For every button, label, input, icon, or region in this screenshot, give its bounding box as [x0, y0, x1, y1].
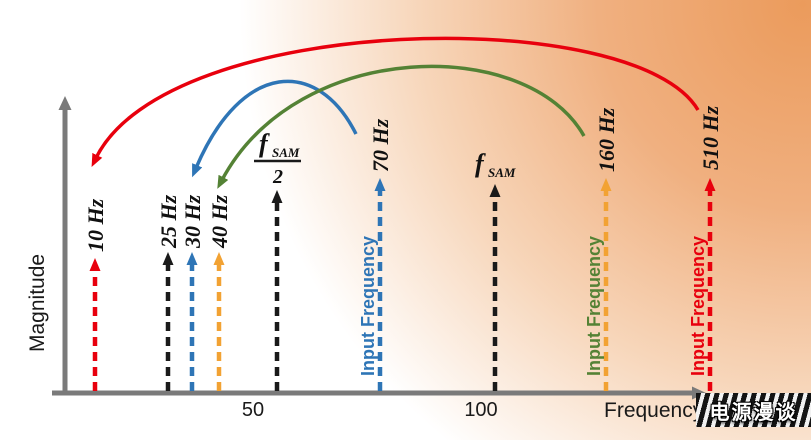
label-fsam-half-den: 2 — [272, 166, 283, 188]
input-frequency-label-510hz: Input Frequency — [688, 236, 708, 376]
x-axis-label: Frequency — [604, 399, 704, 422]
watermark-badge: 电源漫谈 — [696, 393, 811, 427]
label-70hz: 70 Hz — [368, 118, 393, 172]
watermark-text: 电源漫谈 — [709, 401, 798, 424]
alias-arc-70-to-30 — [192, 79, 358, 178]
input-frequency-label-160hz: Input Frequency — [584, 236, 604, 376]
label-fsam-half-sub: SAM — [272, 145, 300, 160]
label-30hz: 30 Hz — [180, 194, 205, 249]
y-axis-label: Magnitude — [26, 254, 49, 352]
label-160hz: 160 Hz — [594, 107, 619, 172]
label-25hz: 25 Hz — [156, 194, 181, 249]
label-fsam-half-f: f — [259, 129, 270, 158]
input-frequency-label-70hz: Input Frequency — [358, 236, 378, 376]
alias-arc-510-to-10 — [91, 36, 700, 167]
alias-arc-160-to-40 — [217, 64, 586, 189]
label-510hz: 510 Hz — [698, 105, 723, 170]
x-tick-100: 100 — [464, 399, 497, 421]
label-10hz: 10 Hz — [83, 198, 108, 252]
label-fsam-f: f — [475, 149, 486, 178]
label-40hz: 40 Hz — [207, 194, 232, 249]
x-tick-50: 50 — [242, 399, 264, 421]
label-fsam-sub: SAM — [488, 165, 516, 180]
